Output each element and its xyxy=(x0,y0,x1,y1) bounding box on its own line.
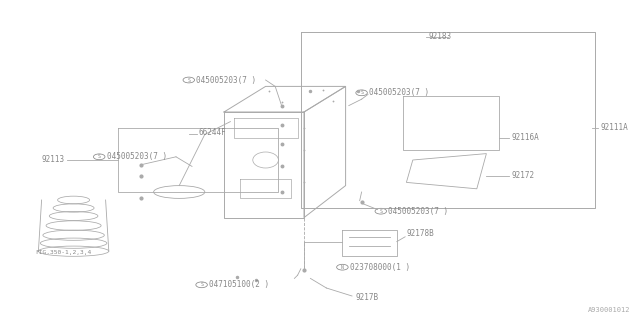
Text: N: N xyxy=(341,265,344,270)
Text: 9217B: 9217B xyxy=(355,293,378,302)
Text: 045005203(7 ): 045005203(7 ) xyxy=(388,207,449,216)
Text: S: S xyxy=(360,90,363,95)
Text: FIG.350-1,2,3,4: FIG.350-1,2,3,4 xyxy=(35,250,92,255)
Text: 045005203(7 ): 045005203(7 ) xyxy=(196,76,257,84)
Text: 045005203(7 ): 045005203(7 ) xyxy=(107,152,167,161)
Text: 92113: 92113 xyxy=(42,156,65,164)
Text: S: S xyxy=(188,77,190,83)
Text: 047105100(2 ): 047105100(2 ) xyxy=(209,280,269,289)
Text: S: S xyxy=(380,209,382,214)
Text: 92183: 92183 xyxy=(429,32,452,41)
Text: 66244F: 66244F xyxy=(198,128,226,137)
Text: S: S xyxy=(98,154,100,159)
Text: 92178B: 92178B xyxy=(406,229,434,238)
Text: S: S xyxy=(200,282,203,287)
Text: 023708000(1 ): 023708000(1 ) xyxy=(350,263,410,272)
Text: 92116A: 92116A xyxy=(512,133,540,142)
Text: 92111A: 92111A xyxy=(600,124,628,132)
Text: A930001012: A930001012 xyxy=(588,308,630,313)
Text: 92172: 92172 xyxy=(512,172,535,180)
Text: 045005203(7 ): 045005203(7 ) xyxy=(369,88,429,97)
